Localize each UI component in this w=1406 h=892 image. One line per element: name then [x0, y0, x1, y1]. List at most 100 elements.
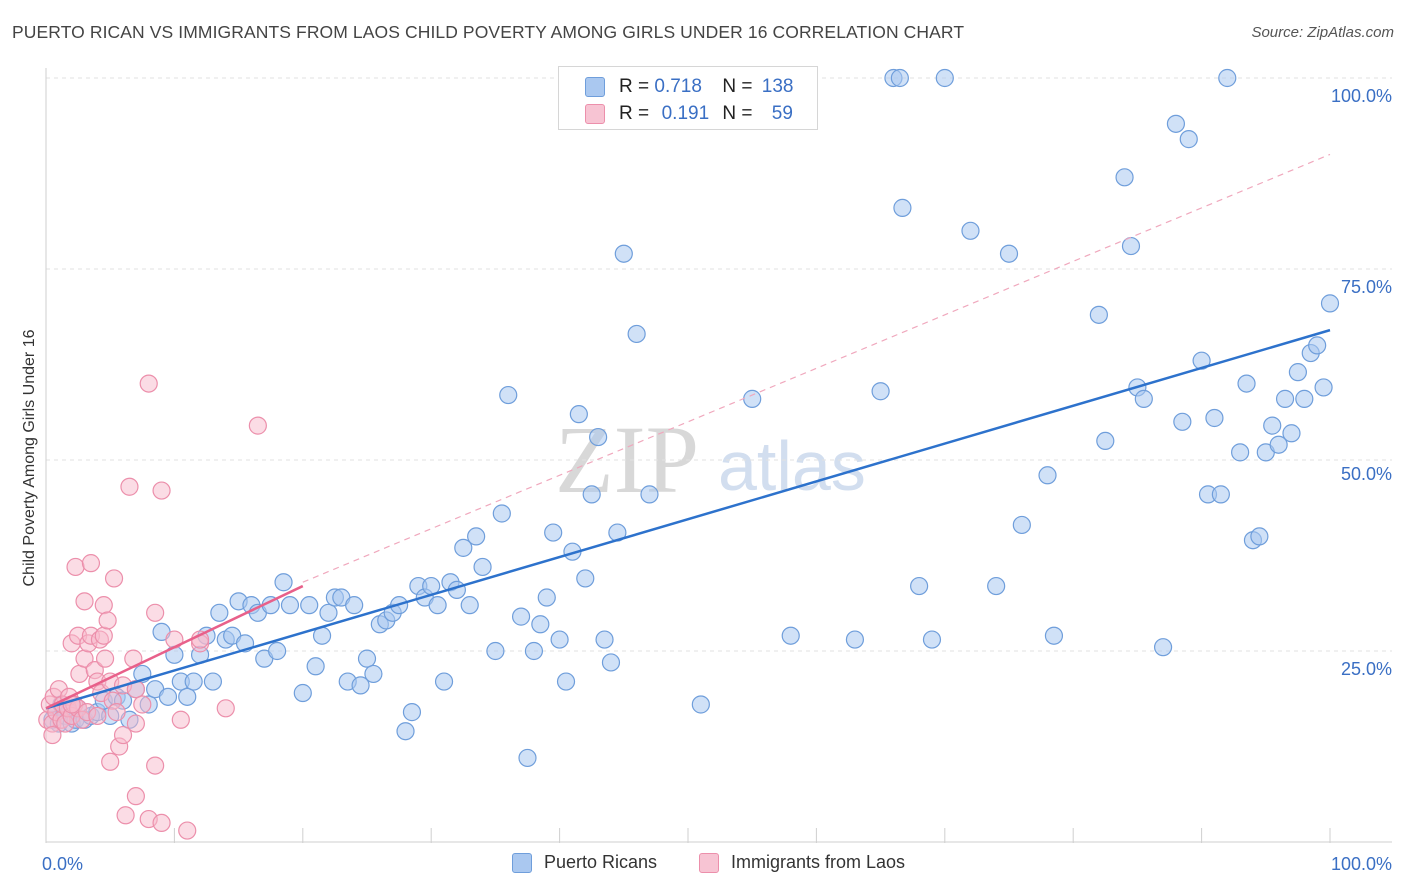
data-point-puerto-rican — [319, 603, 338, 622]
data-point-puerto-rican — [1269, 435, 1288, 454]
data-point-puerto-rican — [178, 687, 197, 706]
data-point-puerto-rican — [434, 672, 454, 691]
watermark-zip: ZIP — [555, 406, 699, 513]
data-point-puerto-rican — [1320, 294, 1340, 313]
data-point-puerto-rican — [280, 596, 300, 615]
legend-row-puerto-ricans: R = 0.718 N = 138 — [585, 75, 793, 99]
legend-n-label: N = — [722, 76, 753, 97]
bottom-legend-immigrants-from-laos: Immigrants from Laos — [699, 852, 905, 873]
data-point-puerto-rican — [1089, 305, 1108, 324]
data-point-puerto-rican — [1044, 626, 1064, 645]
data-point-puerto-rican — [935, 68, 954, 88]
bottom-legend-label: Puerto Ricans — [544, 852, 658, 872]
data-point-puerto-rican — [460, 596, 479, 615]
legend-r-value: 0.718 — [654, 76, 702, 97]
blue-swatch — [512, 852, 532, 873]
data-point-puerto-rican — [364, 664, 383, 684]
legend-r-label: R = — [619, 103, 650, 124]
data-point-puerto-rican — [1263, 416, 1282, 435]
data-point-puerto-rican — [1231, 443, 1250, 462]
data-point-puerto-rican — [550, 630, 569, 649]
data-point-puerto-rican — [428, 596, 447, 615]
data-point-immigrants-from-laos — [146, 603, 165, 622]
data-point-puerto-rican — [531, 615, 550, 634]
data-point-puerto-rican — [300, 596, 319, 615]
data-point-puerto-rican — [922, 630, 942, 649]
data-point-puerto-rican — [640, 485, 659, 504]
data-point-puerto-rican — [1115, 168, 1134, 187]
data-point-puerto-rican — [402, 703, 422, 722]
data-point-puerto-rican — [743, 389, 762, 408]
data-point-puerto-rican — [961, 221, 980, 240]
y-tick-label: 50.0% — [1341, 464, 1392, 484]
data-point-puerto-rican — [1205, 408, 1224, 428]
data-point-puerto-rican — [274, 573, 293, 592]
x-tick-label: 100.0% — [1331, 854, 1392, 874]
data-point-puerto-rican — [1096, 431, 1115, 450]
y-tick-label: 100.0% — [1331, 86, 1392, 106]
data-point-immigrants-from-laos — [216, 699, 235, 718]
data-point-immigrants-from-laos — [133, 695, 152, 714]
data-point-immigrants-from-laos — [120, 477, 139, 496]
data-point-puerto-rican — [306, 657, 325, 676]
data-point-puerto-rican — [601, 653, 621, 672]
data-point-puerto-rican — [524, 641, 544, 661]
trend-line-immigrants-from-laos — [45, 584, 304, 710]
data-point-immigrants-from-laos — [113, 725, 133, 745]
data-point-puerto-rican — [467, 527, 486, 546]
data-point-immigrants-from-laos — [152, 813, 171, 833]
data-point-immigrants-from-laos — [98, 611, 117, 630]
tick-labels: 25.0% 50.0% 75.0% 100.0% 0.0% 100.0% — [42, 86, 1392, 874]
data-point-puerto-rican — [518, 748, 537, 768]
data-point-puerto-rican — [492, 504, 511, 523]
data-point-puerto-rican — [1134, 389, 1153, 408]
bottom-legend-puerto-ricans: Puerto Ricans — [512, 852, 657, 873]
data-point-immigrants-from-laos — [95, 649, 115, 668]
data-point-puerto-rican — [1288, 363, 1308, 382]
data-point-immigrants-from-laos — [146, 756, 165, 775]
data-point-immigrants-from-laos — [43, 725, 62, 745]
data-point-puerto-rican — [1282, 424, 1301, 443]
data-point-puerto-rican — [544, 523, 563, 542]
data-point-immigrants-from-laos — [66, 557, 85, 577]
data-point-puerto-rican — [158, 687, 178, 706]
data-point-puerto-rican — [345, 596, 364, 615]
data-point-puerto-rican — [999, 244, 1019, 263]
data-point-puerto-rican — [1295, 389, 1314, 408]
data-point-puerto-rican — [293, 683, 312, 703]
data-point-immigrants-from-laos — [248, 416, 267, 435]
data-point-puerto-rican — [1275, 389, 1295, 408]
data-point-puerto-rican — [396, 722, 415, 741]
data-point-immigrants-from-laos — [94, 596, 113, 615]
data-point-immigrants-from-laos — [171, 710, 190, 729]
data-point-puerto-rican — [987, 576, 1006, 596]
trend-lines — [45, 153, 1331, 710]
data-point-puerto-rican — [582, 485, 601, 504]
data-point-puerto-rican — [627, 324, 646, 344]
data-point-puerto-rican — [351, 676, 370, 695]
chart-title: PUERTO RICAN VS IMMIGRANTS FROM LAOS CHI… — [12, 22, 965, 42]
data-point-puerto-rican — [454, 538, 473, 557]
legend-n-value: 59 — [771, 103, 793, 124]
data-point-puerto-rican — [1153, 638, 1173, 657]
watermark-atlas: atlas — [718, 427, 866, 505]
data-point-puerto-rican — [1211, 485, 1230, 504]
watermark: ZIP atlas — [555, 406, 866, 513]
data-point-puerto-rican — [569, 405, 588, 424]
data-point-puerto-rican — [511, 607, 531, 626]
data-point-puerto-rican — [1250, 527, 1269, 546]
data-point-puerto-rican — [1173, 412, 1192, 431]
y-tick-label: 75.0% — [1341, 277, 1392, 297]
y-axis-label: Child Poverty Among Girls Under 16 — [21, 329, 38, 586]
correlation-legend: R = 0.718 N = 138 R = 0.191 N = 59 — [558, 66, 818, 130]
data-point-puerto-rican — [595, 630, 614, 649]
gridlines — [46, 77, 1392, 652]
data-point-immigrants-from-laos — [75, 592, 94, 611]
data-point-puerto-rican — [893, 198, 912, 217]
pink-swatch — [585, 104, 605, 124]
data-point-puerto-rican — [576, 569, 595, 588]
data-point-puerto-rican — [691, 695, 710, 714]
series-immigrants-from-laos — [38, 374, 267, 840]
data-point-puerto-rican — [1237, 374, 1256, 393]
